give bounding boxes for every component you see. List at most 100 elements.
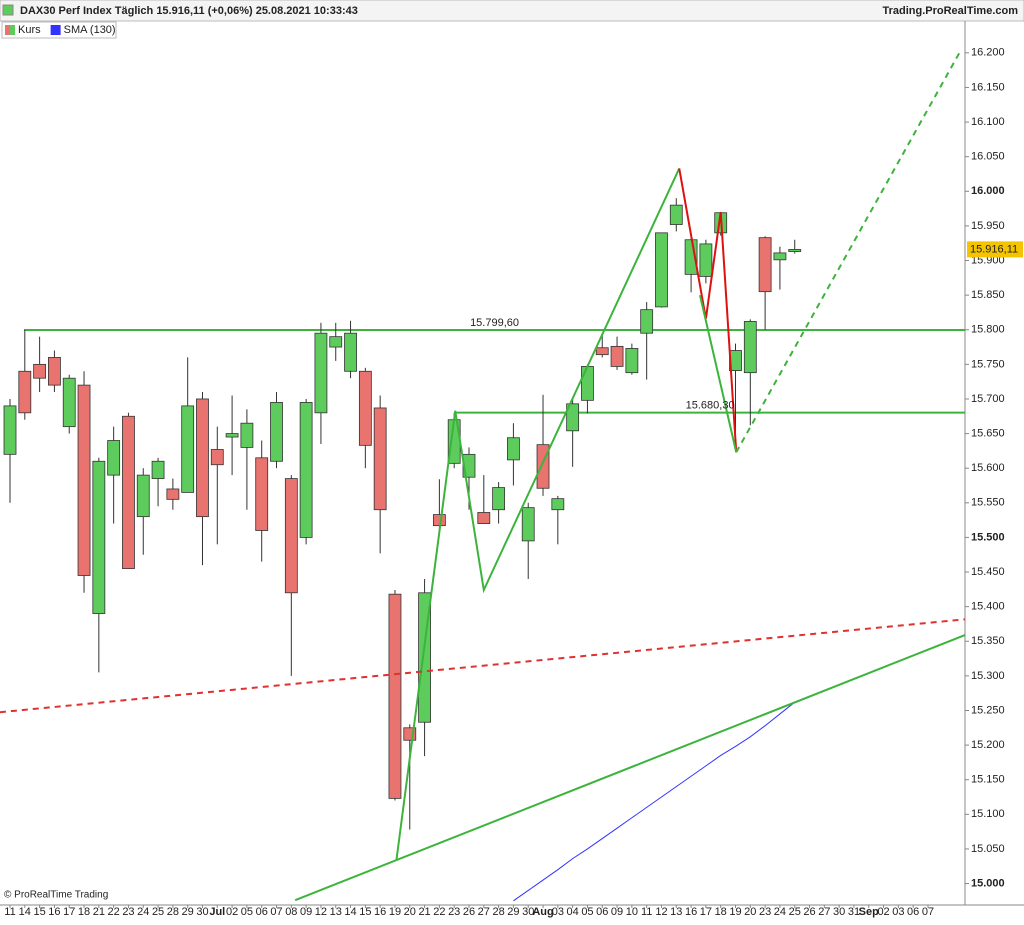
trend-line xyxy=(698,294,738,453)
x-tick-label: 28 xyxy=(492,906,504,918)
y-tick-label: 15.100 xyxy=(971,808,1005,820)
y-tick-label: 15.500 xyxy=(971,531,1005,543)
y-tick-label: 16.050 xyxy=(971,151,1005,163)
trend-line xyxy=(395,168,681,861)
candle-body xyxy=(788,249,802,252)
candle-body xyxy=(284,478,298,594)
candle-body xyxy=(329,336,343,348)
candle-body xyxy=(492,487,506,511)
x-tick-label: 30 xyxy=(833,906,845,918)
x-tick-label: 26 xyxy=(463,906,475,918)
candle-body xyxy=(669,204,683,225)
candle-body xyxy=(92,460,106,614)
candle-body xyxy=(181,405,195,493)
candle-body xyxy=(625,348,639,374)
x-tick-label: 18 xyxy=(715,906,727,918)
candle-body xyxy=(358,370,372,446)
x-tick-label: 16 xyxy=(48,906,60,918)
candle-body xyxy=(640,309,654,334)
legend-swatch xyxy=(10,25,15,35)
x-tick-label: 12 xyxy=(315,906,327,918)
x-tick-label: 27 xyxy=(818,906,830,918)
x-tick-label: 18 xyxy=(78,906,90,918)
y-tick-label: 15.900 xyxy=(971,254,1005,266)
x-tick-label: 25 xyxy=(152,906,164,918)
x-tick-label: 11 xyxy=(641,906,652,918)
candle-body xyxy=(610,345,624,367)
x-tick-label: Jul xyxy=(209,906,225,918)
y-tick-label: 15.450 xyxy=(971,566,1005,578)
y-tick-label: 15.350 xyxy=(971,635,1005,647)
y-tick-label: 15.400 xyxy=(971,601,1005,613)
candle-body xyxy=(581,366,594,401)
candle-body xyxy=(166,488,180,500)
x-tick-label: 21 xyxy=(93,906,105,918)
source: Trading.ProRealTime.com xyxy=(882,5,1018,17)
plot-area xyxy=(0,50,965,902)
x-tick-label: 16 xyxy=(374,906,386,918)
candle-body xyxy=(62,377,76,428)
candle-body xyxy=(18,370,32,414)
candle-body xyxy=(758,237,772,293)
y-tick-label: 15.950 xyxy=(971,220,1005,232)
x-tick-label: 02 xyxy=(877,906,889,918)
x-tick-label: 03 xyxy=(552,906,564,918)
y-tick-label: 15.700 xyxy=(971,393,1005,405)
x-tick-label: 21 xyxy=(418,906,430,918)
x-tick-label: 06 xyxy=(907,906,919,918)
x-tick-label: 20 xyxy=(404,906,416,918)
x-tick-label: 29 xyxy=(507,906,519,918)
x-tick-label: 25 xyxy=(789,906,801,918)
candle-body xyxy=(122,415,135,569)
candle-body xyxy=(743,321,757,374)
candle-body xyxy=(314,332,328,414)
x-tick-label: 23 xyxy=(448,906,460,918)
x-tick-label: 15 xyxy=(359,906,371,918)
x-tick-label: 14 xyxy=(19,906,31,918)
candle-body xyxy=(344,332,357,372)
trend-line xyxy=(0,618,965,714)
x-tick-label: 23 xyxy=(122,906,134,918)
x-tick-label: 03 xyxy=(892,906,904,918)
y-tick-label: 15.050 xyxy=(971,843,1005,855)
candle-body xyxy=(3,405,17,455)
x-tick-label: 20 xyxy=(744,906,756,918)
x-tick-label: 13 xyxy=(330,906,342,918)
x-tick-label: 31 xyxy=(848,906,860,918)
x-tick-label: 19 xyxy=(389,906,401,918)
x-tick-label: 22 xyxy=(108,906,120,918)
candle-body xyxy=(33,363,47,379)
x-tick-label: 11 xyxy=(4,906,15,918)
y-tick-label: 15.750 xyxy=(971,358,1005,370)
price-tag-label: 15.916,11 xyxy=(970,243,1018,255)
candle-body xyxy=(255,457,269,531)
x-tick-label: 09 xyxy=(611,906,623,918)
x-tick-label: 06 xyxy=(256,906,268,918)
x-tick-label: 24 xyxy=(774,906,786,918)
candle-body xyxy=(270,402,283,462)
candle-body xyxy=(388,593,402,799)
candle-body xyxy=(48,357,61,386)
x-tick-label: 12 xyxy=(655,906,667,918)
legend: Kurs SMA (130) xyxy=(1,21,117,39)
footer: © ProRealTime Trading xyxy=(4,890,108,901)
candle-body xyxy=(373,407,387,511)
x-tick-label: 16 xyxy=(685,906,697,918)
y-tick-label: 15.650 xyxy=(971,427,1005,439)
x-tick-label: 05 xyxy=(241,906,253,918)
y-tick-label: 15.250 xyxy=(971,704,1005,716)
candle-body xyxy=(699,243,713,277)
x-tick-label: 07 xyxy=(922,906,934,918)
x-tick-label: 17 xyxy=(63,906,75,918)
x-tick-label: 15 xyxy=(33,906,45,918)
legend-swatch xyxy=(50,25,61,35)
candle-body xyxy=(107,440,121,476)
legend-label: Kurs xyxy=(18,24,41,36)
candle-body xyxy=(210,449,224,466)
y-tick-label: 15.000 xyxy=(971,877,1005,889)
y-tick-label: 16.200 xyxy=(971,47,1005,59)
trend-line xyxy=(678,168,738,453)
y-tick-label: 16.150 xyxy=(971,81,1005,93)
x-tick-label: 19 xyxy=(729,906,741,918)
y-tick-label: 15.550 xyxy=(971,497,1005,509)
